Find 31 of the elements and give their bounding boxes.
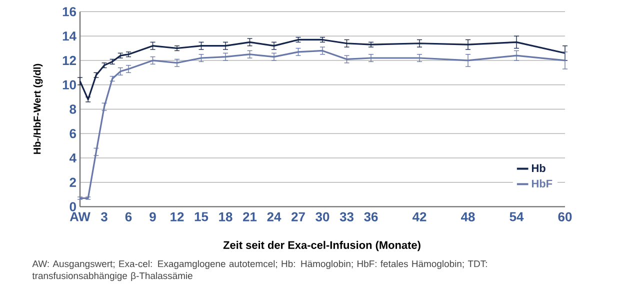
y-tick-label: 14 [62,32,76,41]
text: AW: Ausgangswert; Exa-cel: Exagamglogene autotemcel; Hb: Hämoglobin; HbF: fetales Hämoglobin; TDT: transfusionsabhängige β-Thalassämie [32,260,487,281]
x-tick-label: 6 [125,212,132,222]
y-tick-label: 16 [62,7,76,16]
y-tick-label: 4 [69,154,76,162]
y-tick-label: 0 [70,202,76,212]
x-tick-label: 9 [150,212,156,222]
x-tick-label: AW [70,212,90,222]
y-tick-label: 6 [70,128,76,138]
x-tick-label: 36 [364,212,378,222]
y-axis-title: Hb-/HbF-Wert (g/dl) [33,64,43,154]
legend-label: HbF [532,179,552,188]
x-tick-label: 24 [267,212,282,222]
legend-label: Hb [532,164,546,172]
y-tick-label: 10 [62,80,76,90]
y-tick-label: 8 [70,104,76,114]
x-tick-label: 54 [510,212,524,222]
x-tick-label: 60 [558,212,572,222]
x-tick-label: 3 [100,212,108,222]
y-tick-label: 2 [70,178,76,187]
x-tick-label: 21 [243,212,257,222]
x-tick-label: 48 [461,212,475,222]
x-tick-label: 33 [340,212,354,222]
x-tick-label: 15 [194,212,208,222]
x-tick-label: 42 [412,212,426,222]
x-axis-title: Zeit seit der Exa-cel-Infusion (Monate) [223,240,420,252]
x-tick-label: 12 [170,212,184,222]
x-tick-label: 27 [292,212,305,222]
y-tick-label: 12 [62,56,76,65]
x-tick-label: 18 [219,212,232,222]
x-tick-label: 30 [316,212,330,222]
